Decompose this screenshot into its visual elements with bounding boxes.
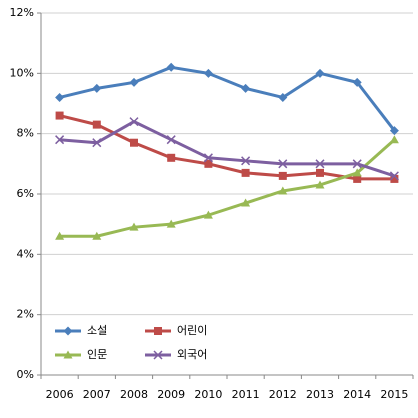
marker xyxy=(129,117,139,127)
marker xyxy=(315,68,325,78)
marker xyxy=(241,168,250,177)
legend-label: 어린이 xyxy=(177,324,207,337)
marker xyxy=(92,120,101,129)
y-tick-label: 8% xyxy=(17,127,34,140)
y-tick-label: 0% xyxy=(17,368,34,381)
x-tick-label: 2011 xyxy=(232,388,260,401)
marker xyxy=(315,159,325,169)
legend-entry: 소설 xyxy=(55,324,107,337)
legend-label: 인문 xyxy=(87,348,107,361)
x-tick-label: 2015 xyxy=(380,388,408,401)
y-tick-label: 2% xyxy=(17,308,34,321)
legend-entry: 인문 xyxy=(55,348,107,361)
marker xyxy=(130,138,138,147)
x-tick-label: 2010 xyxy=(194,388,222,401)
series-line xyxy=(59,65,396,132)
marker xyxy=(129,77,139,87)
marker xyxy=(203,210,213,219)
legend-entry: 외국어 xyxy=(145,348,207,361)
y-tick-label: 6% xyxy=(17,187,34,200)
marker xyxy=(241,198,251,207)
marker xyxy=(203,153,213,163)
y-tick-label: 10% xyxy=(10,66,34,79)
marker xyxy=(241,83,251,93)
legend-label: 외국어 xyxy=(177,348,207,361)
marker xyxy=(55,231,65,240)
legend-entry: 어린이 xyxy=(145,324,207,337)
x-tick-label: 2013 xyxy=(306,388,334,401)
marker xyxy=(389,135,399,144)
marker xyxy=(63,350,73,359)
marker xyxy=(389,126,399,136)
marker xyxy=(92,83,102,93)
marker xyxy=(154,327,162,335)
marker xyxy=(55,92,65,102)
marker xyxy=(166,219,176,228)
x-tick-label: 2014 xyxy=(343,388,371,401)
x-tick-label: 2006 xyxy=(46,388,74,401)
marker xyxy=(167,153,176,162)
marker xyxy=(63,326,73,336)
x-tick-label: 2012 xyxy=(269,388,297,401)
series-line xyxy=(59,120,395,178)
marker xyxy=(352,168,362,177)
marker xyxy=(153,350,163,360)
marker xyxy=(278,186,288,195)
y-tick-label: 4% xyxy=(17,247,34,260)
marker xyxy=(204,159,213,168)
marker xyxy=(55,111,64,120)
marker xyxy=(389,171,399,181)
marker xyxy=(166,62,176,72)
marker xyxy=(315,180,325,189)
x-tick-label: 2008 xyxy=(120,388,148,401)
marker xyxy=(129,222,139,231)
y-tick-label: 12% xyxy=(10,6,34,19)
marker xyxy=(92,138,102,148)
marker xyxy=(353,174,362,183)
marker xyxy=(390,174,399,183)
x-tick-label: 2009 xyxy=(157,388,185,401)
marker xyxy=(352,77,362,87)
marker xyxy=(241,156,251,166)
marker xyxy=(278,159,288,169)
marker xyxy=(166,135,176,145)
marker xyxy=(92,231,102,240)
marker xyxy=(55,135,65,145)
marker xyxy=(278,171,287,180)
x-tick-label: 2007 xyxy=(83,388,111,401)
marker xyxy=(352,159,362,169)
series-line xyxy=(59,138,396,238)
series-line xyxy=(59,114,395,181)
legend-label: 소설 xyxy=(87,324,107,337)
marker xyxy=(278,92,288,102)
marker xyxy=(203,68,213,78)
marker xyxy=(316,168,324,177)
